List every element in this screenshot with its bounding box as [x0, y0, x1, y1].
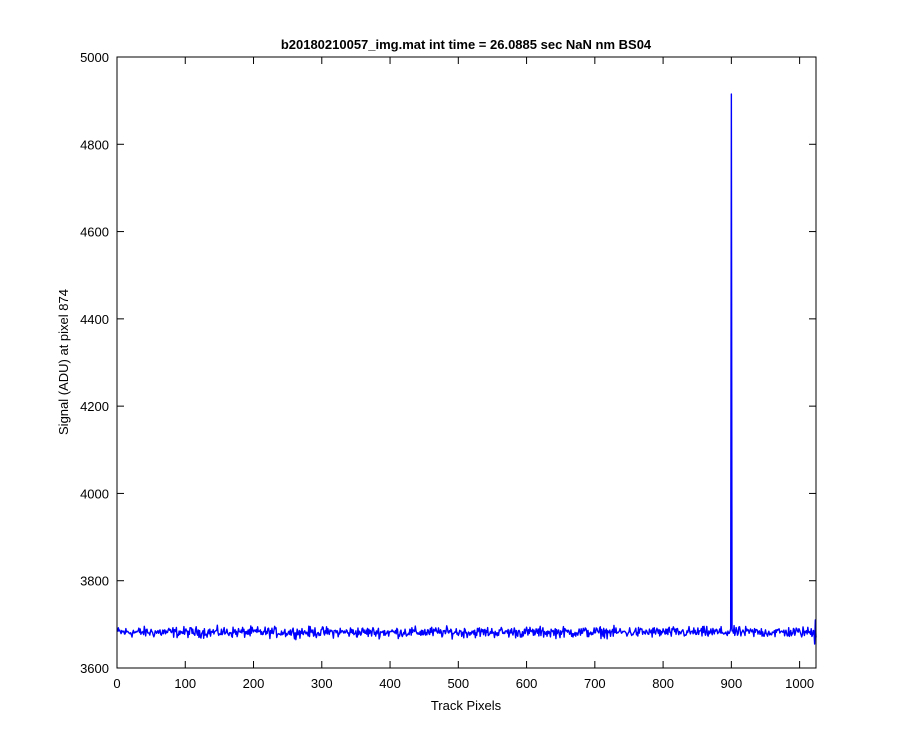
- x-tick-label: 700: [584, 676, 606, 691]
- y-tick-label: 4200: [80, 399, 109, 414]
- y-tick-label: 3600: [80, 661, 109, 676]
- x-tick-label: 800: [652, 676, 674, 691]
- y-tick-label: 4000: [80, 486, 109, 501]
- y-tick-label: 4600: [80, 225, 109, 240]
- x-tick-label: 300: [311, 676, 333, 691]
- x-axis: 0 100 200 300 400 500 600 700 800 900 1000: [113, 57, 814, 691]
- signal-series-line: [116, 93, 817, 645]
- x-tick-label: 600: [516, 676, 538, 691]
- x-axis-label: Track Pixels: [431, 698, 502, 713]
- x-tick-label: 200: [243, 676, 265, 691]
- plot-frame: [116, 56, 817, 669]
- plot-background: [117, 57, 816, 668]
- y-axis: 3600 3800 4000 4200 4400 4600 4800 5000: [80, 50, 816, 676]
- y-tick-label: 4400: [80, 312, 109, 327]
- y-tick-label: 5000: [80, 50, 109, 65]
- y-axis-label: Signal (ADU) at pixel 874: [56, 289, 71, 435]
- x-tick-label: 100: [174, 676, 196, 691]
- chart-title: b20180210057_img.mat int time = 26.0885 …: [281, 37, 652, 52]
- y-tick-label: 4800: [80, 137, 109, 152]
- x-tick-label: 500: [447, 676, 469, 691]
- series-layer: [116, 93, 817, 645]
- x-tick-label: 400: [379, 676, 401, 691]
- x-tick-label: 1000: [785, 676, 814, 691]
- x-tick-label: 0: [113, 676, 120, 691]
- x-tick-label: 900: [721, 676, 743, 691]
- y-tick-label: 3800: [80, 574, 109, 589]
